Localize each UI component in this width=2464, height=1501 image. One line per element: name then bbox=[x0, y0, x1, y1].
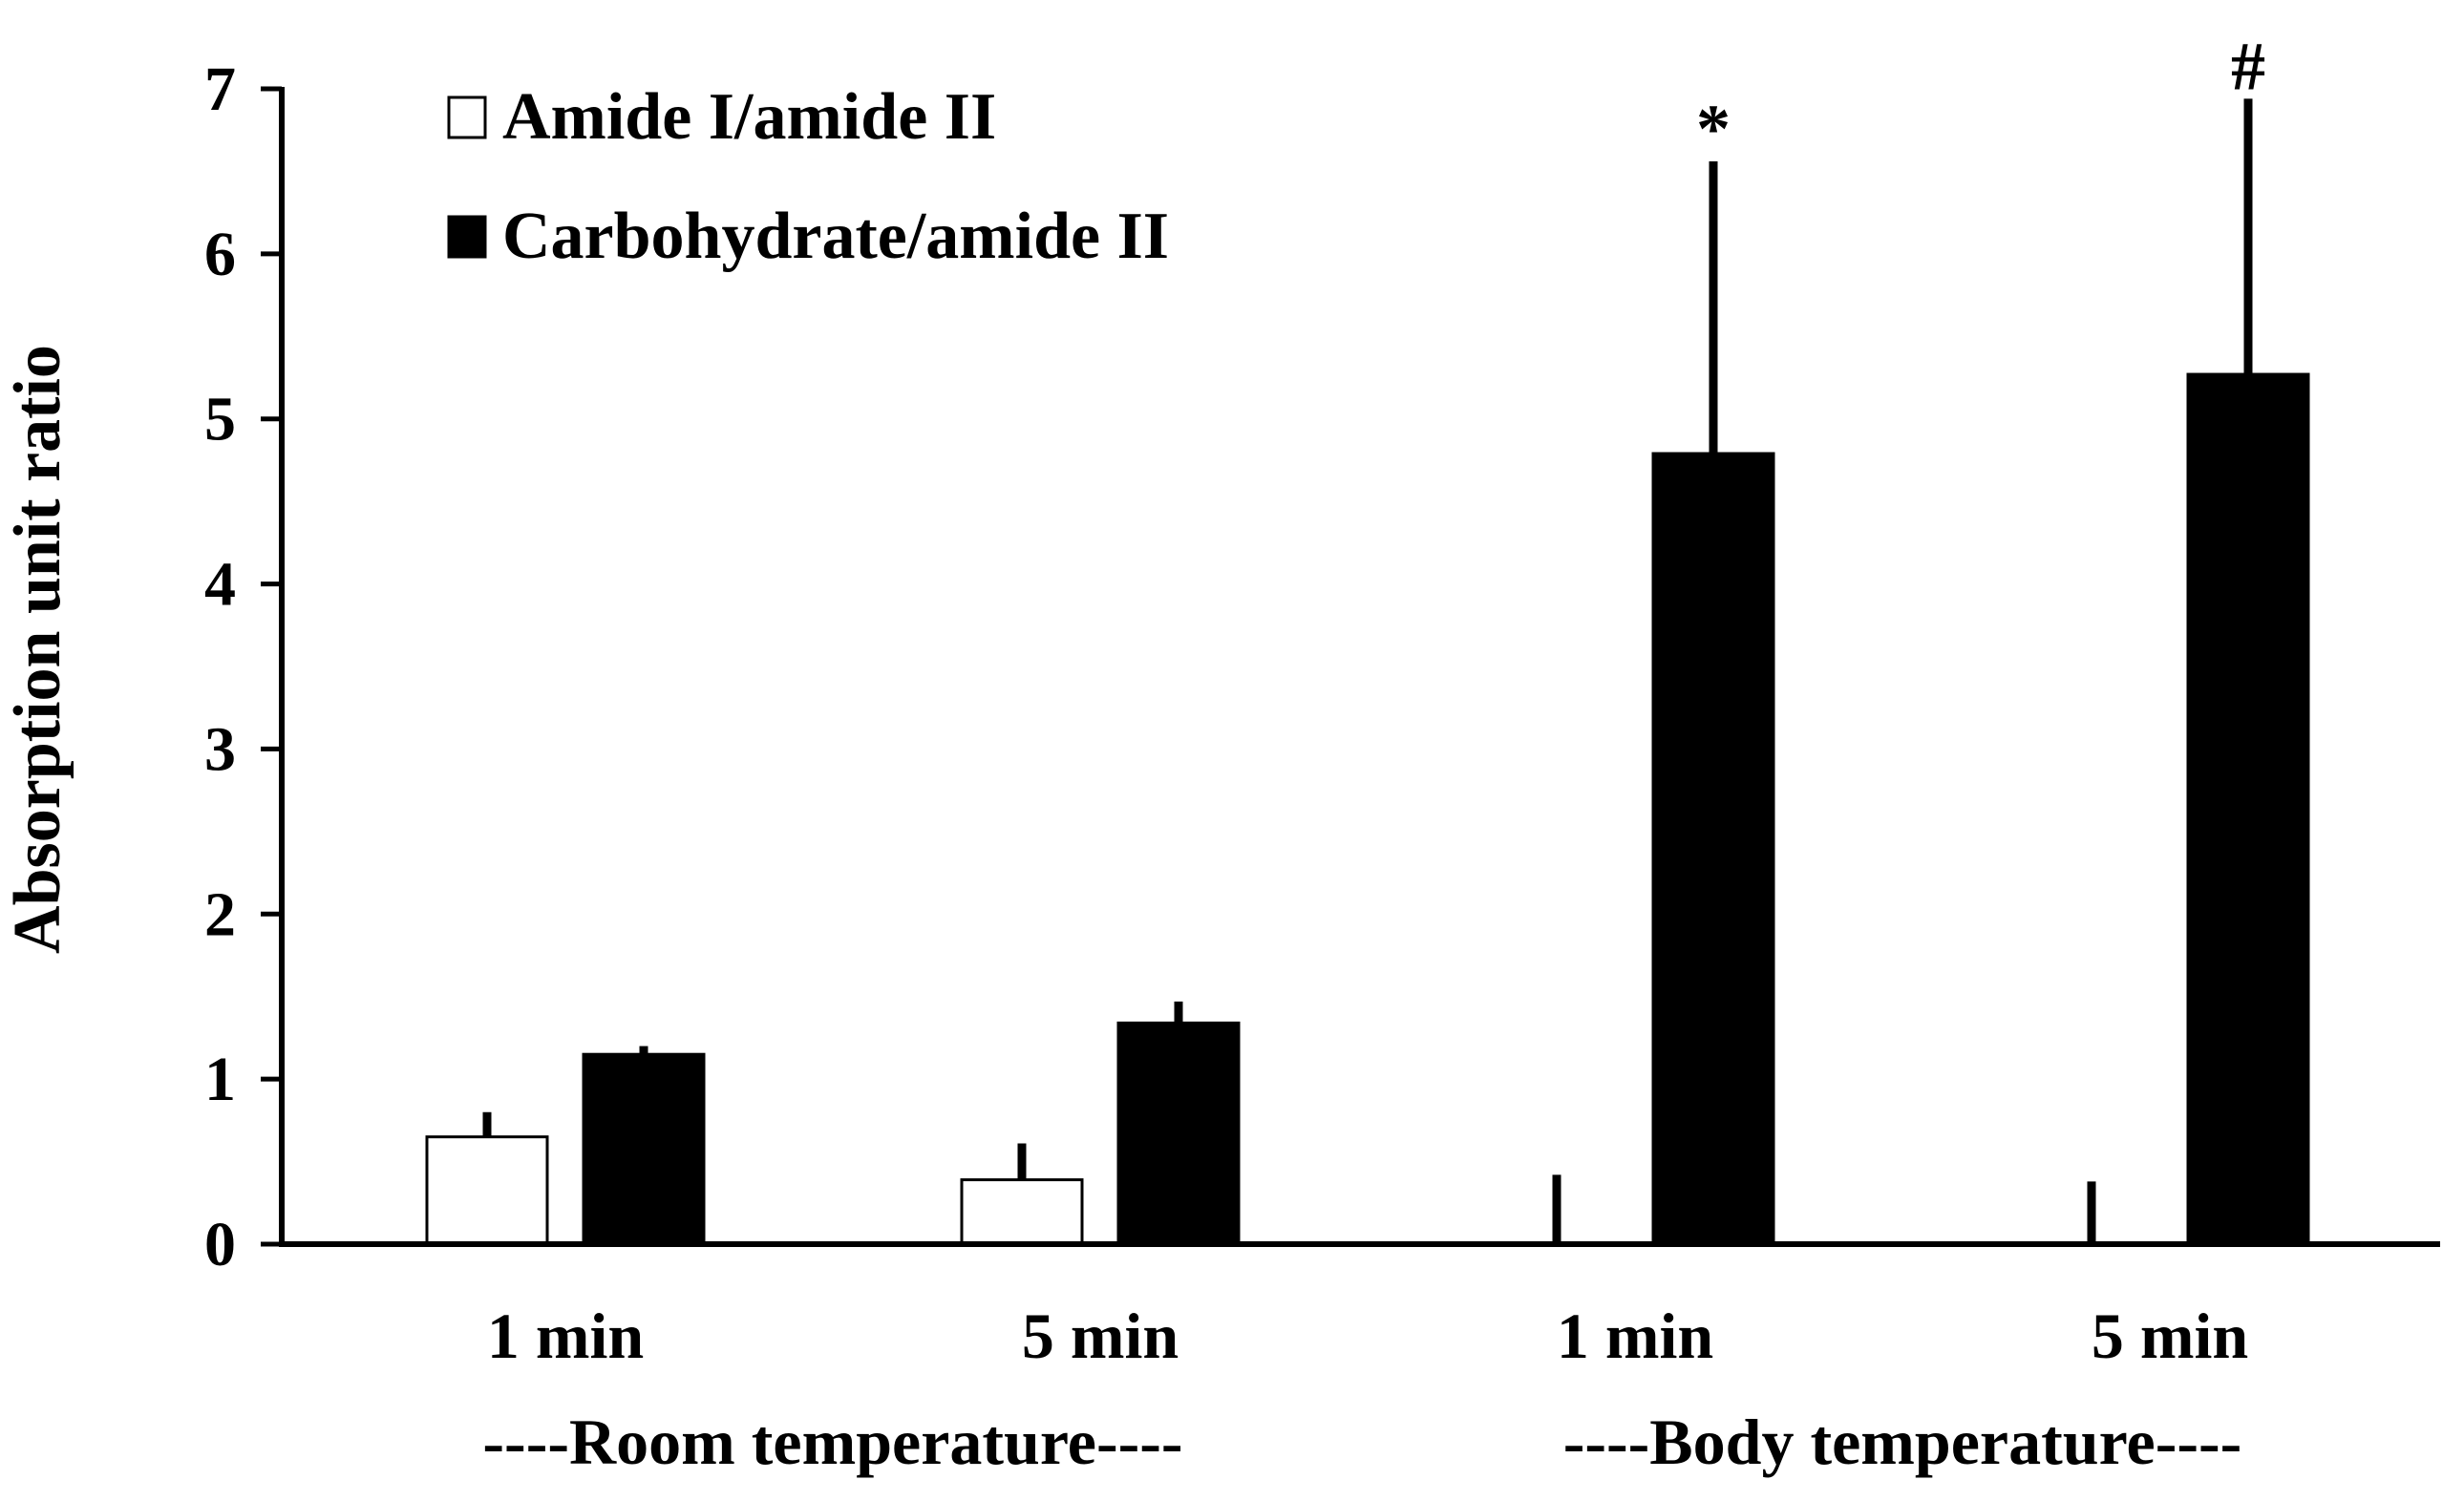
y-tick-label: 6 bbox=[204, 220, 236, 289]
y-ticks-layer: 0 1 2 3 4 5 6 7 bbox=[204, 54, 282, 1279]
legend-label-amide-i: Amide I/amide II bbox=[502, 80, 996, 154]
y-tick-label: 7 bbox=[204, 54, 236, 124]
legend: Amide I/amide II Carbohydrate/amide II bbox=[447, 80, 1169, 273]
bar-series1-cat1 bbox=[425, 1135, 549, 1246]
y-axis-label: Absorption unit ratio bbox=[1, 345, 74, 954]
bars-layer bbox=[425, 372, 2310, 1246]
category-label: 5 min bbox=[1022, 1300, 1179, 1372]
annotations-layer: *# bbox=[1696, 28, 2265, 167]
bar-series2-cat4 bbox=[2186, 372, 2310, 1246]
group-label: ----Body temperature---- bbox=[1563, 1406, 2242, 1478]
bar-series1-cat2 bbox=[960, 1178, 1084, 1246]
significance-marker: * bbox=[1696, 91, 1731, 167]
category-label: 1 min bbox=[1557, 1300, 1713, 1372]
category-labels-layer: 1 min 5 min 1 min 5 min ----Room temperature… bbox=[482, 1300, 2248, 1478]
error-bars-layer bbox=[482, 98, 2253, 1244]
legend-label-carbohydrate: Carbohydrate/amide II bbox=[502, 200, 1169, 273]
y-tick-label: 5 bbox=[204, 385, 236, 455]
y-tick-label: 1 bbox=[204, 1045, 236, 1114]
category-label: 5 min bbox=[2092, 1300, 2248, 1372]
legend-swatch-carbohydrate bbox=[447, 215, 487, 259]
significance-marker: # bbox=[2231, 28, 2265, 104]
bar-series2-cat1 bbox=[582, 1052, 706, 1246]
category-label: 1 min bbox=[487, 1300, 644, 1372]
y-tick-label: 2 bbox=[204, 879, 236, 949]
legend-swatch-amide-i bbox=[447, 95, 487, 139]
y-tick-label: 0 bbox=[204, 1210, 236, 1279]
y-tick-label: 3 bbox=[204, 714, 236, 784]
bar-series2-cat3 bbox=[1651, 452, 1775, 1246]
axes-layer bbox=[279, 87, 2440, 1247]
bar-series2-cat2 bbox=[1116, 1021, 1241, 1246]
y-tick-label: 4 bbox=[204, 550, 236, 620]
group-label: ----Room temperature---- bbox=[482, 1406, 1182, 1478]
